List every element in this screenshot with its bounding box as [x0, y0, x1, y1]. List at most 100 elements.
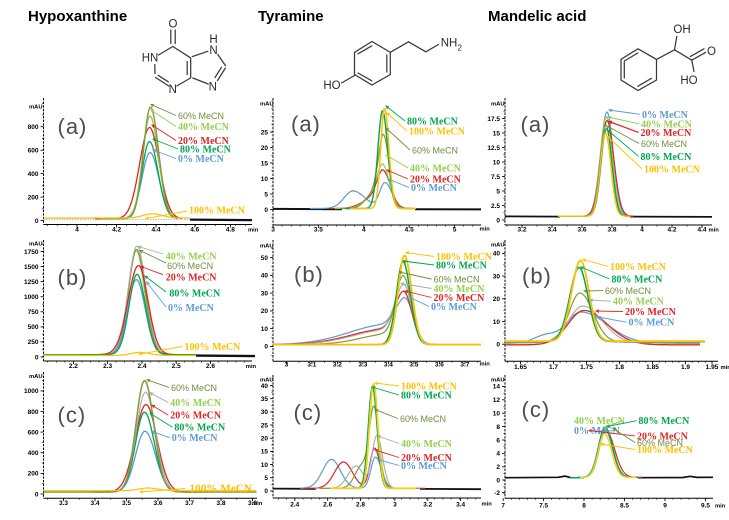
- svg-text:40% MeCN: 40% MeCN: [401, 439, 453, 450]
- svg-text:(b): (b): [522, 264, 552, 289]
- svg-text:60% MeCN: 60% MeCN: [434, 275, 480, 285]
- svg-text:(a): (a): [58, 114, 88, 139]
- svg-text:N: N: [169, 84, 177, 96]
- svg-text:250: 250: [28, 339, 39, 346]
- svg-text:40% MeCN: 40% MeCN: [410, 164, 462, 175]
- svg-text:2.2: 2.2: [69, 363, 78, 370]
- svg-text:min: min: [252, 501, 263, 507]
- svg-text:50: 50: [261, 255, 269, 262]
- svg-text:1.75: 1.75: [580, 364, 593, 371]
- svg-text:5: 5: [264, 475, 268, 482]
- svg-text:60% MeCN: 60% MeCN: [171, 383, 217, 393]
- svg-text:0: 0: [496, 477, 500, 484]
- svg-text:min: min: [715, 504, 726, 510]
- svg-text:O: O: [169, 19, 178, 31]
- svg-text:(c): (c): [522, 397, 551, 422]
- svg-text:200: 200: [28, 194, 39, 201]
- svg-text:NH: NH: [441, 38, 458, 50]
- svg-text:60% MeCN: 60% MeCN: [605, 286, 651, 296]
- svg-text:(c): (c): [58, 403, 87, 428]
- svg-text:750: 750: [28, 309, 39, 316]
- svg-text:10: 10: [261, 462, 269, 469]
- svg-text:0% MeCN: 0% MeCN: [629, 318, 676, 329]
- svg-text:60% MeCN: 60% MeCN: [178, 111, 224, 121]
- svg-text:0% MeCN: 0% MeCN: [172, 433, 219, 444]
- svg-text:20% MeCN: 20% MeCN: [170, 411, 222, 422]
- svg-text:200: 200: [28, 471, 39, 478]
- svg-text:100% MeCN: 100% MeCN: [190, 483, 252, 495]
- svg-text:5: 5: [453, 227, 457, 234]
- svg-text:80% MeCN: 80% MeCN: [612, 275, 664, 286]
- svg-text:N: N: [209, 45, 217, 57]
- svg-text:mAU: mAU: [491, 378, 505, 384]
- svg-text:mAU: mAU: [491, 243, 505, 249]
- svg-text:40% MeCN: 40% MeCN: [178, 122, 230, 133]
- svg-text:30: 30: [261, 409, 269, 416]
- svg-text:3.2: 3.2: [517, 227, 526, 234]
- svg-text:min: min: [721, 365, 729, 371]
- svg-text:2.6: 2.6: [323, 502, 332, 509]
- svg-text:14: 14: [493, 384, 501, 391]
- svg-text:(b): (b): [294, 262, 324, 287]
- svg-text:0: 0: [35, 218, 39, 225]
- svg-text:4: 4: [640, 227, 644, 234]
- svg-text:4: 4: [75, 227, 79, 234]
- svg-text:10: 10: [493, 411, 501, 418]
- svg-text:60% MeCN: 60% MeCN: [400, 414, 446, 424]
- svg-text:4.4: 4.4: [151, 227, 160, 234]
- svg-text:3.7: 3.7: [185, 500, 194, 507]
- svg-text:N: N: [209, 81, 217, 93]
- svg-text:6: 6: [496, 437, 500, 444]
- svg-text:1.8: 1.8: [615, 364, 624, 371]
- svg-text:HN: HN: [142, 53, 159, 65]
- svg-text:mAU: mAU: [260, 102, 274, 108]
- svg-text:12: 12: [493, 397, 501, 404]
- svg-text:(a): (a): [521, 112, 551, 137]
- svg-text:4.2: 4.2: [667, 227, 676, 234]
- svg-text:9: 9: [663, 503, 667, 510]
- svg-text:mAU: mAU: [491, 102, 505, 108]
- svg-text:10: 10: [493, 319, 501, 326]
- svg-text:2.6: 2.6: [206, 363, 215, 370]
- svg-text:0: 0: [264, 207, 268, 214]
- svg-text:min: min: [709, 228, 720, 234]
- svg-text:15: 15: [493, 130, 501, 137]
- svg-text:15: 15: [261, 160, 269, 167]
- svg-text:4.4: 4.4: [697, 227, 706, 234]
- svg-text:mAU: mAU: [260, 378, 274, 384]
- svg-text:60% MeCN: 60% MeCN: [167, 261, 213, 271]
- svg-text:80% MeCN: 80% MeCN: [401, 391, 453, 402]
- svg-text:1.95: 1.95: [706, 364, 719, 371]
- svg-text:100% MeCN: 100% MeCN: [185, 342, 242, 353]
- svg-text:7.5: 7.5: [539, 503, 548, 510]
- svg-text:2: 2: [496, 464, 500, 471]
- svg-text:mAU: mAU: [29, 242, 43, 248]
- svg-text:3.3: 3.3: [59, 500, 68, 507]
- svg-text:3.5: 3.5: [122, 500, 131, 507]
- svg-text:0: 0: [35, 491, 39, 498]
- svg-text:40: 40: [493, 251, 501, 258]
- svg-text:4.2: 4.2: [112, 227, 121, 234]
- svg-text:min: min: [482, 502, 493, 508]
- svg-text:100% MeCN: 100% MeCN: [637, 445, 694, 456]
- svg-text:4: 4: [496, 451, 500, 458]
- svg-text:40: 40: [261, 383, 269, 390]
- svg-text:3.4: 3.4: [90, 500, 99, 507]
- svg-text:3.6: 3.6: [577, 227, 586, 234]
- svg-text:HO: HO: [680, 75, 697, 87]
- svg-text:0: 0: [35, 354, 39, 361]
- svg-text:0% MeCN: 0% MeCN: [411, 183, 458, 194]
- svg-text:17.5: 17.5: [487, 116, 500, 123]
- svg-text:1.65: 1.65: [514, 364, 527, 371]
- svg-text:30: 30: [261, 290, 269, 297]
- svg-text:1000: 1000: [24, 388, 39, 395]
- svg-text:Hypoxanthine: Hypoxanthine: [28, 8, 127, 25]
- svg-text:7.5: 7.5: [491, 174, 500, 181]
- svg-text:1000: 1000: [24, 294, 39, 301]
- svg-text:20% MeCN: 20% MeCN: [641, 128, 693, 139]
- svg-text:4.5: 4.5: [405, 227, 414, 234]
- svg-text:12.5: 12.5: [487, 145, 500, 152]
- svg-text:20% MeCN: 20% MeCN: [166, 273, 218, 284]
- svg-text:20: 20: [261, 436, 269, 443]
- svg-text:HO: HO: [323, 80, 340, 92]
